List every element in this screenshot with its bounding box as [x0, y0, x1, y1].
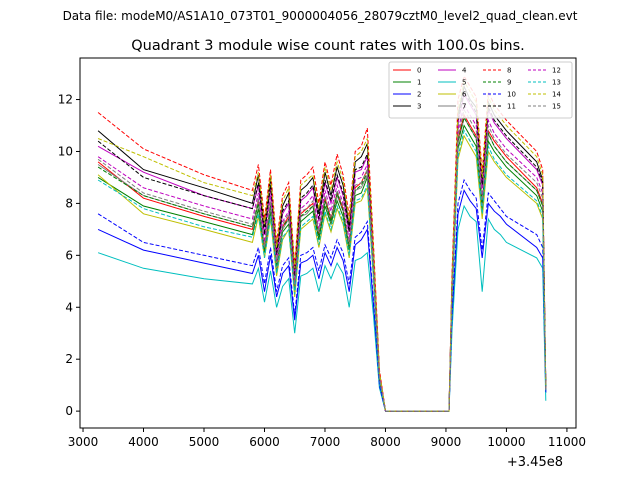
series-line-2 — [97, 189, 547, 412]
series-line-11 — [97, 90, 547, 412]
series-line-12 — [97, 103, 547, 412]
axes-frame — [79, 57, 577, 429]
chart-title: Quadrant 3 module wise count rates with … — [131, 38, 525, 54]
legend-label-1: 1 — [417, 79, 421, 87]
data-file-header: Data file: modeM0/AS1A10_073T01_90000040… — [63, 9, 578, 23]
x-tick-label-4000: 4000 — [128, 435, 159, 449]
legend-label-0: 0 — [417, 67, 421, 75]
legend-label-3: 3 — [417, 103, 421, 111]
plot-area — [79, 57, 577, 429]
series-line-14 — [97, 80, 547, 412]
series-line-15 — [97, 108, 547, 412]
series-line-4 — [97, 93, 547, 412]
x-tick-label-5000: 5000 — [189, 435, 220, 449]
x-offset-label: +3.45e8 — [507, 455, 563, 470]
legend-label-9: 9 — [507, 79, 511, 87]
legend-label-7: 7 — [462, 103, 466, 111]
legend-label-5: 5 — [462, 79, 466, 87]
legend-label-8: 8 — [507, 67, 511, 75]
legend-label-4: 4 — [462, 67, 467, 75]
series-line-13 — [97, 129, 547, 412]
y-tick-label-10: 10 — [58, 144, 73, 158]
legend-label-10: 10 — [507, 91, 516, 99]
y-tick-label-12: 12 — [58, 93, 73, 107]
y-tick-label-2: 2 — [65, 352, 73, 366]
legend-label-12: 12 — [552, 67, 561, 75]
series-line-5 — [97, 204, 547, 412]
y-tick-label-4: 4 — [65, 300, 73, 314]
y-tick-label-0: 0 — [65, 404, 73, 418]
legend-label-14: 14 — [552, 91, 561, 99]
x-tick-label-3000: 3000 — [68, 435, 99, 449]
y-tick-label-6: 6 — [65, 248, 73, 262]
x-tick-label-8000: 8000 — [370, 435, 401, 449]
legend-label-2: 2 — [417, 91, 421, 99]
legend-label-6: 6 — [462, 91, 467, 99]
series-line-8 — [97, 74, 547, 412]
legend-label-15: 15 — [552, 103, 561, 111]
x-tick-label-10000: 10000 — [487, 435, 525, 449]
legend-frame — [388, 61, 573, 119]
series-line-10 — [97, 178, 547, 412]
x-tick-label-9000: 9000 — [431, 435, 462, 449]
x-tick-label-6000: 6000 — [249, 435, 280, 449]
y-tick-label-8: 8 — [65, 196, 73, 210]
x-tick-label-11000: 11000 — [548, 435, 586, 449]
x-tick-label-7000: 7000 — [310, 435, 341, 449]
legend-label-13: 13 — [552, 79, 561, 87]
legend-label-11: 11 — [507, 103, 516, 111]
